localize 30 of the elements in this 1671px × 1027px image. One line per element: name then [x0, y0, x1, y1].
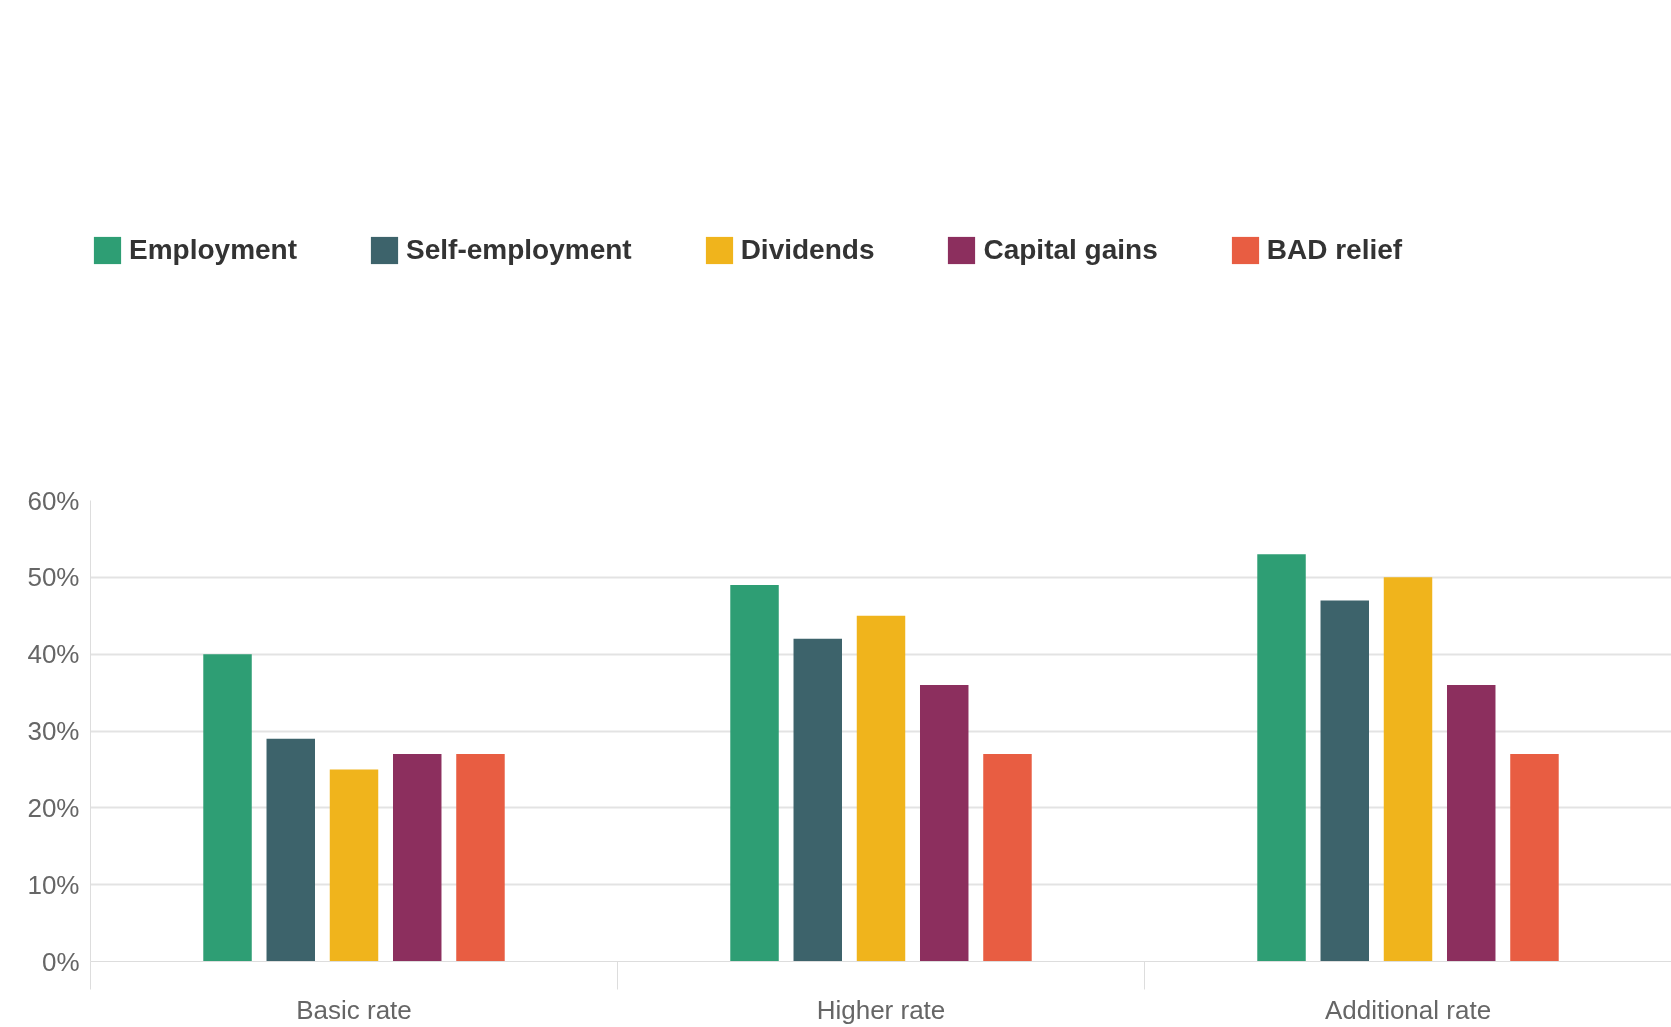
- bar: [456, 754, 505, 962]
- y-tick-label: 60%: [27, 485, 80, 516]
- x-tick-label: Higher rate: [816, 994, 946, 1025]
- x-tick-label: Additional rate: [1324, 994, 1492, 1025]
- y-tick-label: 40%: [27, 639, 80, 670]
- y-tick-label: 50%: [27, 562, 80, 593]
- legend-label: Employment: [129, 234, 298, 266]
- bar: [920, 684, 969, 962]
- bar: [1257, 554, 1306, 962]
- legend-label: Dividends: [740, 234, 875, 266]
- legend-label: Capital gains: [983, 234, 1158, 266]
- bar: [793, 638, 842, 962]
- bar: [329, 769, 379, 962]
- bar: [266, 738, 315, 962]
- bar: [983, 754, 1032, 962]
- y-tick-label: 10%: [27, 869, 80, 900]
- bar: [393, 754, 442, 962]
- y-tick-label: 30%: [27, 716, 80, 746]
- bar: [1383, 577, 1433, 962]
- bar: [203, 654, 252, 962]
- bar: [1320, 600, 1369, 962]
- y-tick-label: 0%: [41, 946, 80, 977]
- bar: [856, 615, 906, 962]
- bar: [1447, 684, 1496, 962]
- legend-label: BAD relief: [1266, 234, 1403, 266]
- x-tick-label: Basic rate: [296, 994, 412, 1025]
- legend-label: Self-employment: [406, 234, 632, 266]
- bar: [730, 585, 779, 962]
- y-tick-label: 20%: [27, 792, 80, 823]
- bar: [1510, 754, 1559, 962]
